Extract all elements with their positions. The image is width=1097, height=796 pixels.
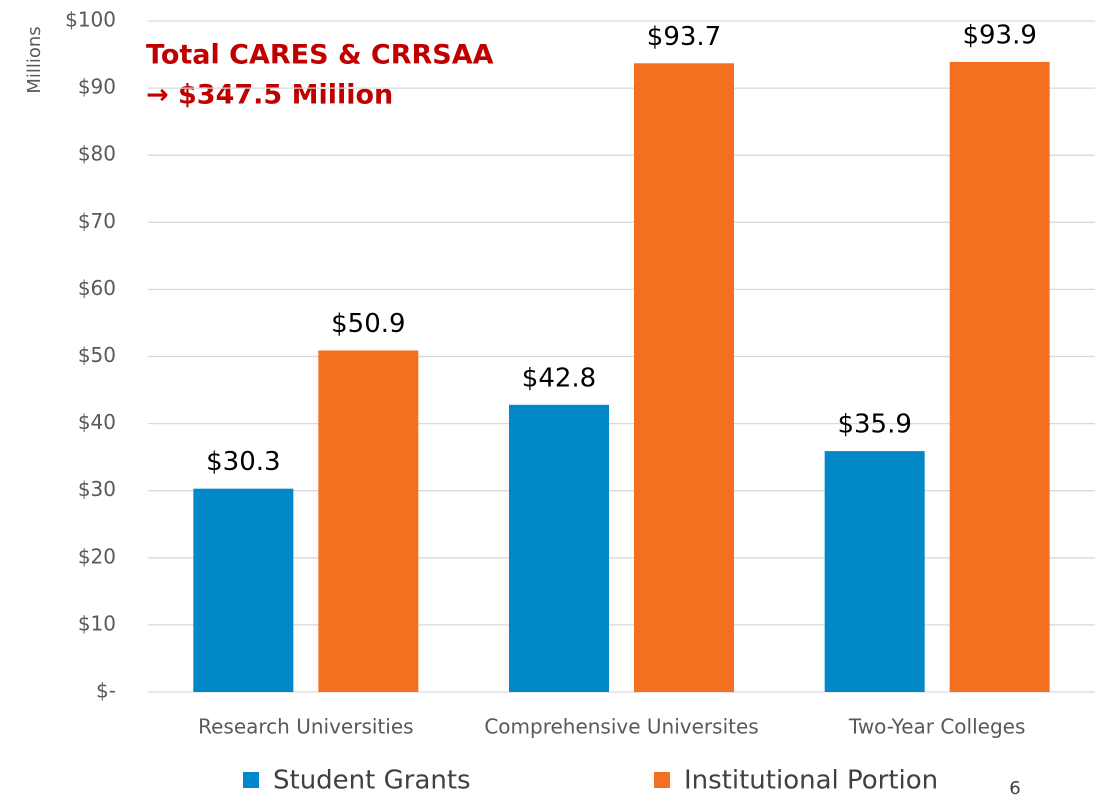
y-tick-label: $-	[96, 679, 116, 703]
bar	[634, 63, 734, 692]
y-tick-label: $50	[78, 343, 116, 367]
page-number: 6	[1009, 778, 1020, 796]
data-label: $93.7	[647, 22, 721, 52]
y-tick-label: $100	[65, 8, 116, 32]
x-tick-label: Comprehensive Universites	[484, 715, 758, 739]
bar	[949, 61, 1050, 692]
data-label: $50.9	[331, 309, 405, 339]
y-tick-label: $40	[78, 410, 116, 434]
bar	[193, 488, 294, 692]
x-tick-label: Research Universities	[198, 715, 413, 739]
y-axis-label: Millions	[24, 26, 45, 93]
legend-swatch	[654, 772, 670, 788]
legend-label: Student Grants	[273, 766, 471, 796]
bar	[824, 451, 925, 692]
y-tick-label: $60	[78, 276, 116, 300]
bar	[318, 350, 419, 692]
y-tick-label: $30	[78, 477, 116, 501]
annotation: → $347.5 Million	[146, 80, 393, 111]
data-label: $93.9	[962, 20, 1036, 50]
bar	[509, 404, 609, 692]
annotation: Total CARES & CRRSAA	[146, 40, 494, 71]
y-tick-label: $70	[78, 209, 116, 233]
data-label: $42.8	[522, 363, 596, 393]
y-tick-label: $20	[78, 544, 116, 568]
x-tick-label: Two-Year Colleges	[848, 715, 1025, 739]
y-tick-label: $10	[78, 611, 116, 635]
legend-swatch	[243, 772, 259, 788]
data-label: $30.3	[206, 447, 280, 477]
y-tick-label: $90	[78, 75, 116, 99]
data-label: $35.9	[837, 410, 911, 440]
y-tick-label: $80	[78, 142, 116, 166]
legend-label: Institutional Portion	[684, 766, 938, 796]
